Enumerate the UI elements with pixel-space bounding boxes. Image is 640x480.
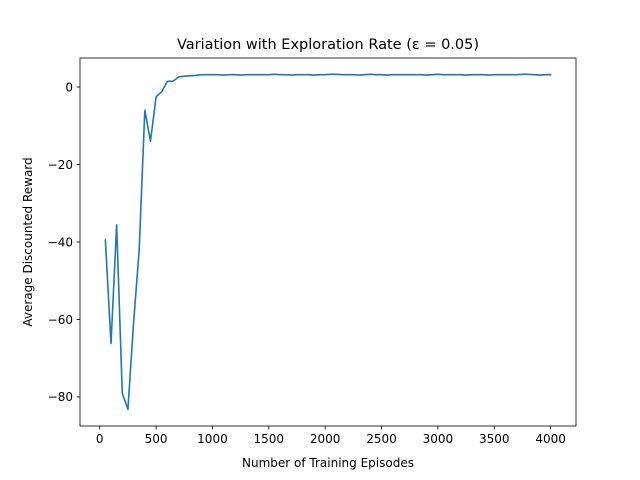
x-tick-label: 0 — [96, 432, 104, 446]
x-axis: 0 500 1000 1500 2000 2500 3000 3500 4000 — [96, 426, 566, 446]
series-line — [104, 73, 552, 411]
chart-title: Variation with Exploration Rate (ε = 0.0… — [177, 37, 479, 53]
x-axis-label: Number of Training Episodes — [242, 456, 414, 470]
y-tick-label: −60 — [48, 313, 73, 327]
plot-area — [104, 73, 552, 411]
y-tick-label: −20 — [48, 158, 73, 172]
x-tick-label: 2000 — [310, 432, 341, 446]
y-tick-label: −80 — [48, 390, 73, 404]
y-axis-label: Average Discounted Reward — [21, 157, 35, 326]
x-tick-label: 500 — [145, 432, 168, 446]
x-tick-label: 3000 — [423, 432, 454, 446]
y-axis: 0 −20 −40 −60 −80 — [48, 80, 80, 404]
x-tick-label: 2500 — [366, 432, 397, 446]
x-tick-label: 1500 — [254, 432, 285, 446]
x-tick-label: 1000 — [197, 432, 228, 446]
x-tick-label: 3500 — [479, 432, 510, 446]
y-tick-label: −40 — [48, 235, 73, 249]
y-tick-label: 0 — [65, 80, 73, 94]
x-tick-label: 4000 — [535, 432, 566, 446]
